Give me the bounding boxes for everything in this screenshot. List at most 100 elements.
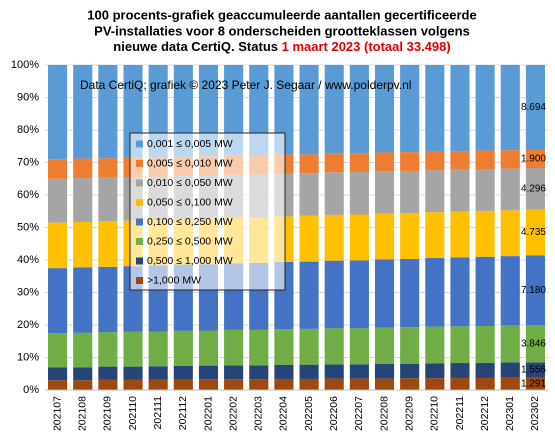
bar-segment bbox=[98, 65, 118, 159]
data-label: 1.291 bbox=[521, 378, 546, 389]
bar-segment bbox=[349, 260, 369, 329]
bar-segment bbox=[425, 363, 445, 379]
x-tick-label: 202208 bbox=[378, 396, 390, 431]
bar-segment bbox=[98, 366, 118, 380]
x-tick-label: 202301 bbox=[504, 396, 516, 431]
bar-segment bbox=[224, 365, 244, 380]
bar-segment bbox=[374, 152, 395, 172]
annotation: Data CertiQ; grafiek © 2023 Peter J. Seg… bbox=[80, 78, 411, 92]
bar-segment bbox=[349, 153, 369, 172]
legend-swatch bbox=[136, 199, 143, 206]
legend-label: >1,000 MW bbox=[147, 274, 201, 286]
bar-segment bbox=[98, 177, 118, 222]
x-tick-label: 202209 bbox=[403, 396, 415, 431]
bar-segment bbox=[48, 222, 68, 269]
bar-segment bbox=[374, 378, 395, 390]
legend-swatch bbox=[136, 218, 143, 226]
bar-segment bbox=[425, 170, 445, 213]
bar-segment bbox=[299, 261, 319, 329]
bar-segment bbox=[48, 268, 68, 334]
y-tick-label: 40% bbox=[17, 254, 39, 266]
data-label: 4.296 bbox=[521, 183, 546, 194]
bar-segment bbox=[73, 158, 93, 179]
legend-label: 0,500 ≤ 1,000 MW bbox=[147, 255, 233, 267]
bar-segment bbox=[425, 326, 445, 364]
bar-segment bbox=[48, 367, 68, 381]
plot-area: 0% 10% 20% 30% 40% 50% 60% 70% 80% 90% 100% 202107 2… bbox=[11, 59, 548, 431]
bar-segment bbox=[324, 378, 344, 390]
x-tick-label: 202107 bbox=[51, 396, 63, 431]
y-tick-label: 100% bbox=[11, 59, 39, 71]
bar-segment bbox=[374, 65, 395, 153]
bar-segment bbox=[299, 65, 319, 155]
x-tick-label: 202204 bbox=[278, 396, 290, 431]
bar-segment bbox=[475, 363, 495, 378]
bar-segment bbox=[374, 327, 395, 364]
bar-segment bbox=[500, 150, 520, 169]
bar-segment bbox=[299, 378, 319, 390]
bar-segment bbox=[500, 168, 520, 211]
bar-segment bbox=[48, 65, 68, 160]
x-tick-label: 202210 bbox=[429, 396, 441, 431]
bar-segment bbox=[73, 65, 93, 159]
bar-segment bbox=[525, 325, 545, 363]
bar-segment bbox=[98, 266, 118, 333]
bar-segment bbox=[324, 260, 344, 329]
bar-segment bbox=[349, 171, 369, 215]
legend-label: 0,100 ≤ 0,250 MW bbox=[147, 216, 233, 228]
x-tick-label: 202112 bbox=[177, 396, 189, 430]
bar-segment bbox=[98, 332, 118, 367]
legend-swatch bbox=[136, 277, 143, 284]
y-tick-label: 80% bbox=[17, 124, 39, 136]
bar-segment bbox=[48, 178, 68, 223]
bar-segment bbox=[475, 256, 495, 326]
bar-segment bbox=[500, 325, 520, 363]
legend-swatch bbox=[136, 238, 143, 245]
bar-segment bbox=[324, 328, 344, 365]
x-tick-label: 202201 bbox=[202, 396, 214, 431]
bar-segment bbox=[400, 363, 420, 379]
bar-segment bbox=[73, 332, 93, 368]
legend-label: 0,001 ≤ 0,005 MW bbox=[147, 138, 233, 150]
bar-segment bbox=[299, 328, 319, 365]
bar-segment bbox=[148, 331, 168, 367]
bar-segment bbox=[500, 256, 520, 326]
bar-segment bbox=[425, 151, 445, 171]
x-tick-label: 202109 bbox=[102, 396, 114, 431]
bar-segment bbox=[525, 65, 545, 150]
bar-segment bbox=[475, 377, 495, 390]
legend-swatch bbox=[136, 257, 143, 265]
bar-segment bbox=[500, 65, 520, 151]
bar-segment bbox=[98, 221, 118, 267]
y-tick-label: 70% bbox=[17, 156, 39, 168]
bar-segment bbox=[525, 362, 545, 378]
bar-segment bbox=[249, 379, 269, 390]
bar-segment bbox=[324, 214, 344, 261]
bar-segment bbox=[425, 378, 445, 390]
bar-segment bbox=[148, 366, 168, 380]
bar-segment bbox=[475, 210, 495, 257]
bar-segment bbox=[374, 259, 395, 328]
bar-segment bbox=[148, 379, 168, 390]
bar-segment bbox=[299, 364, 319, 379]
bar-segment bbox=[400, 152, 420, 171]
y-tick-label: 90% bbox=[17, 91, 39, 103]
bar-segment bbox=[173, 365, 193, 380]
bar-segment bbox=[198, 379, 219, 390]
bar-segment bbox=[274, 378, 294, 390]
bar-segment bbox=[450, 363, 470, 378]
bar-segment bbox=[525, 255, 545, 325]
bar-segment bbox=[400, 327, 420, 364]
bar-segment bbox=[400, 170, 420, 214]
bar-segment bbox=[374, 171, 395, 214]
bar-segment bbox=[299, 215, 319, 262]
x-tick-label: 202110 bbox=[127, 396, 139, 430]
legend-label: 0,010 ≤ 0,050 MW bbox=[147, 177, 233, 189]
x-tick-label: 202211 bbox=[454, 396, 466, 430]
bar-segment bbox=[123, 379, 143, 390]
bar-segment bbox=[525, 209, 545, 256]
bar-segment bbox=[123, 331, 143, 367]
legend-label: 0,250 ≤ 0,500 MW bbox=[147, 235, 233, 247]
bar-segment bbox=[324, 153, 344, 173]
bar-segment bbox=[274, 364, 294, 379]
